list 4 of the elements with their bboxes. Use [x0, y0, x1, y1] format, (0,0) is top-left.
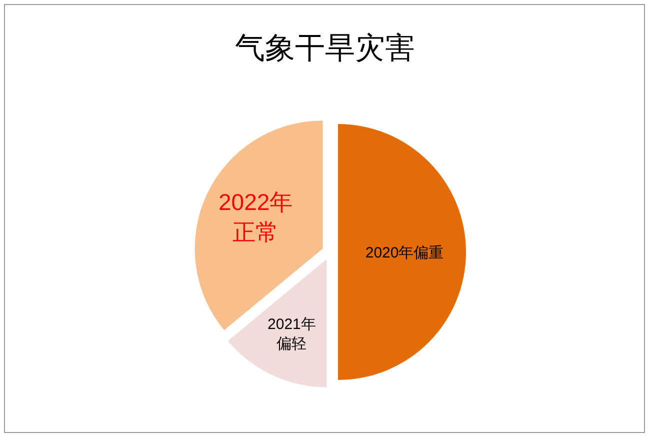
- slice-label: 2021年偏轻: [268, 316, 316, 352]
- slice-label: 2020年偏重: [365, 244, 444, 262]
- chart-title: 气象干旱灾害: [235, 32, 415, 65]
- slice-label: 2022年正常: [218, 189, 293, 245]
